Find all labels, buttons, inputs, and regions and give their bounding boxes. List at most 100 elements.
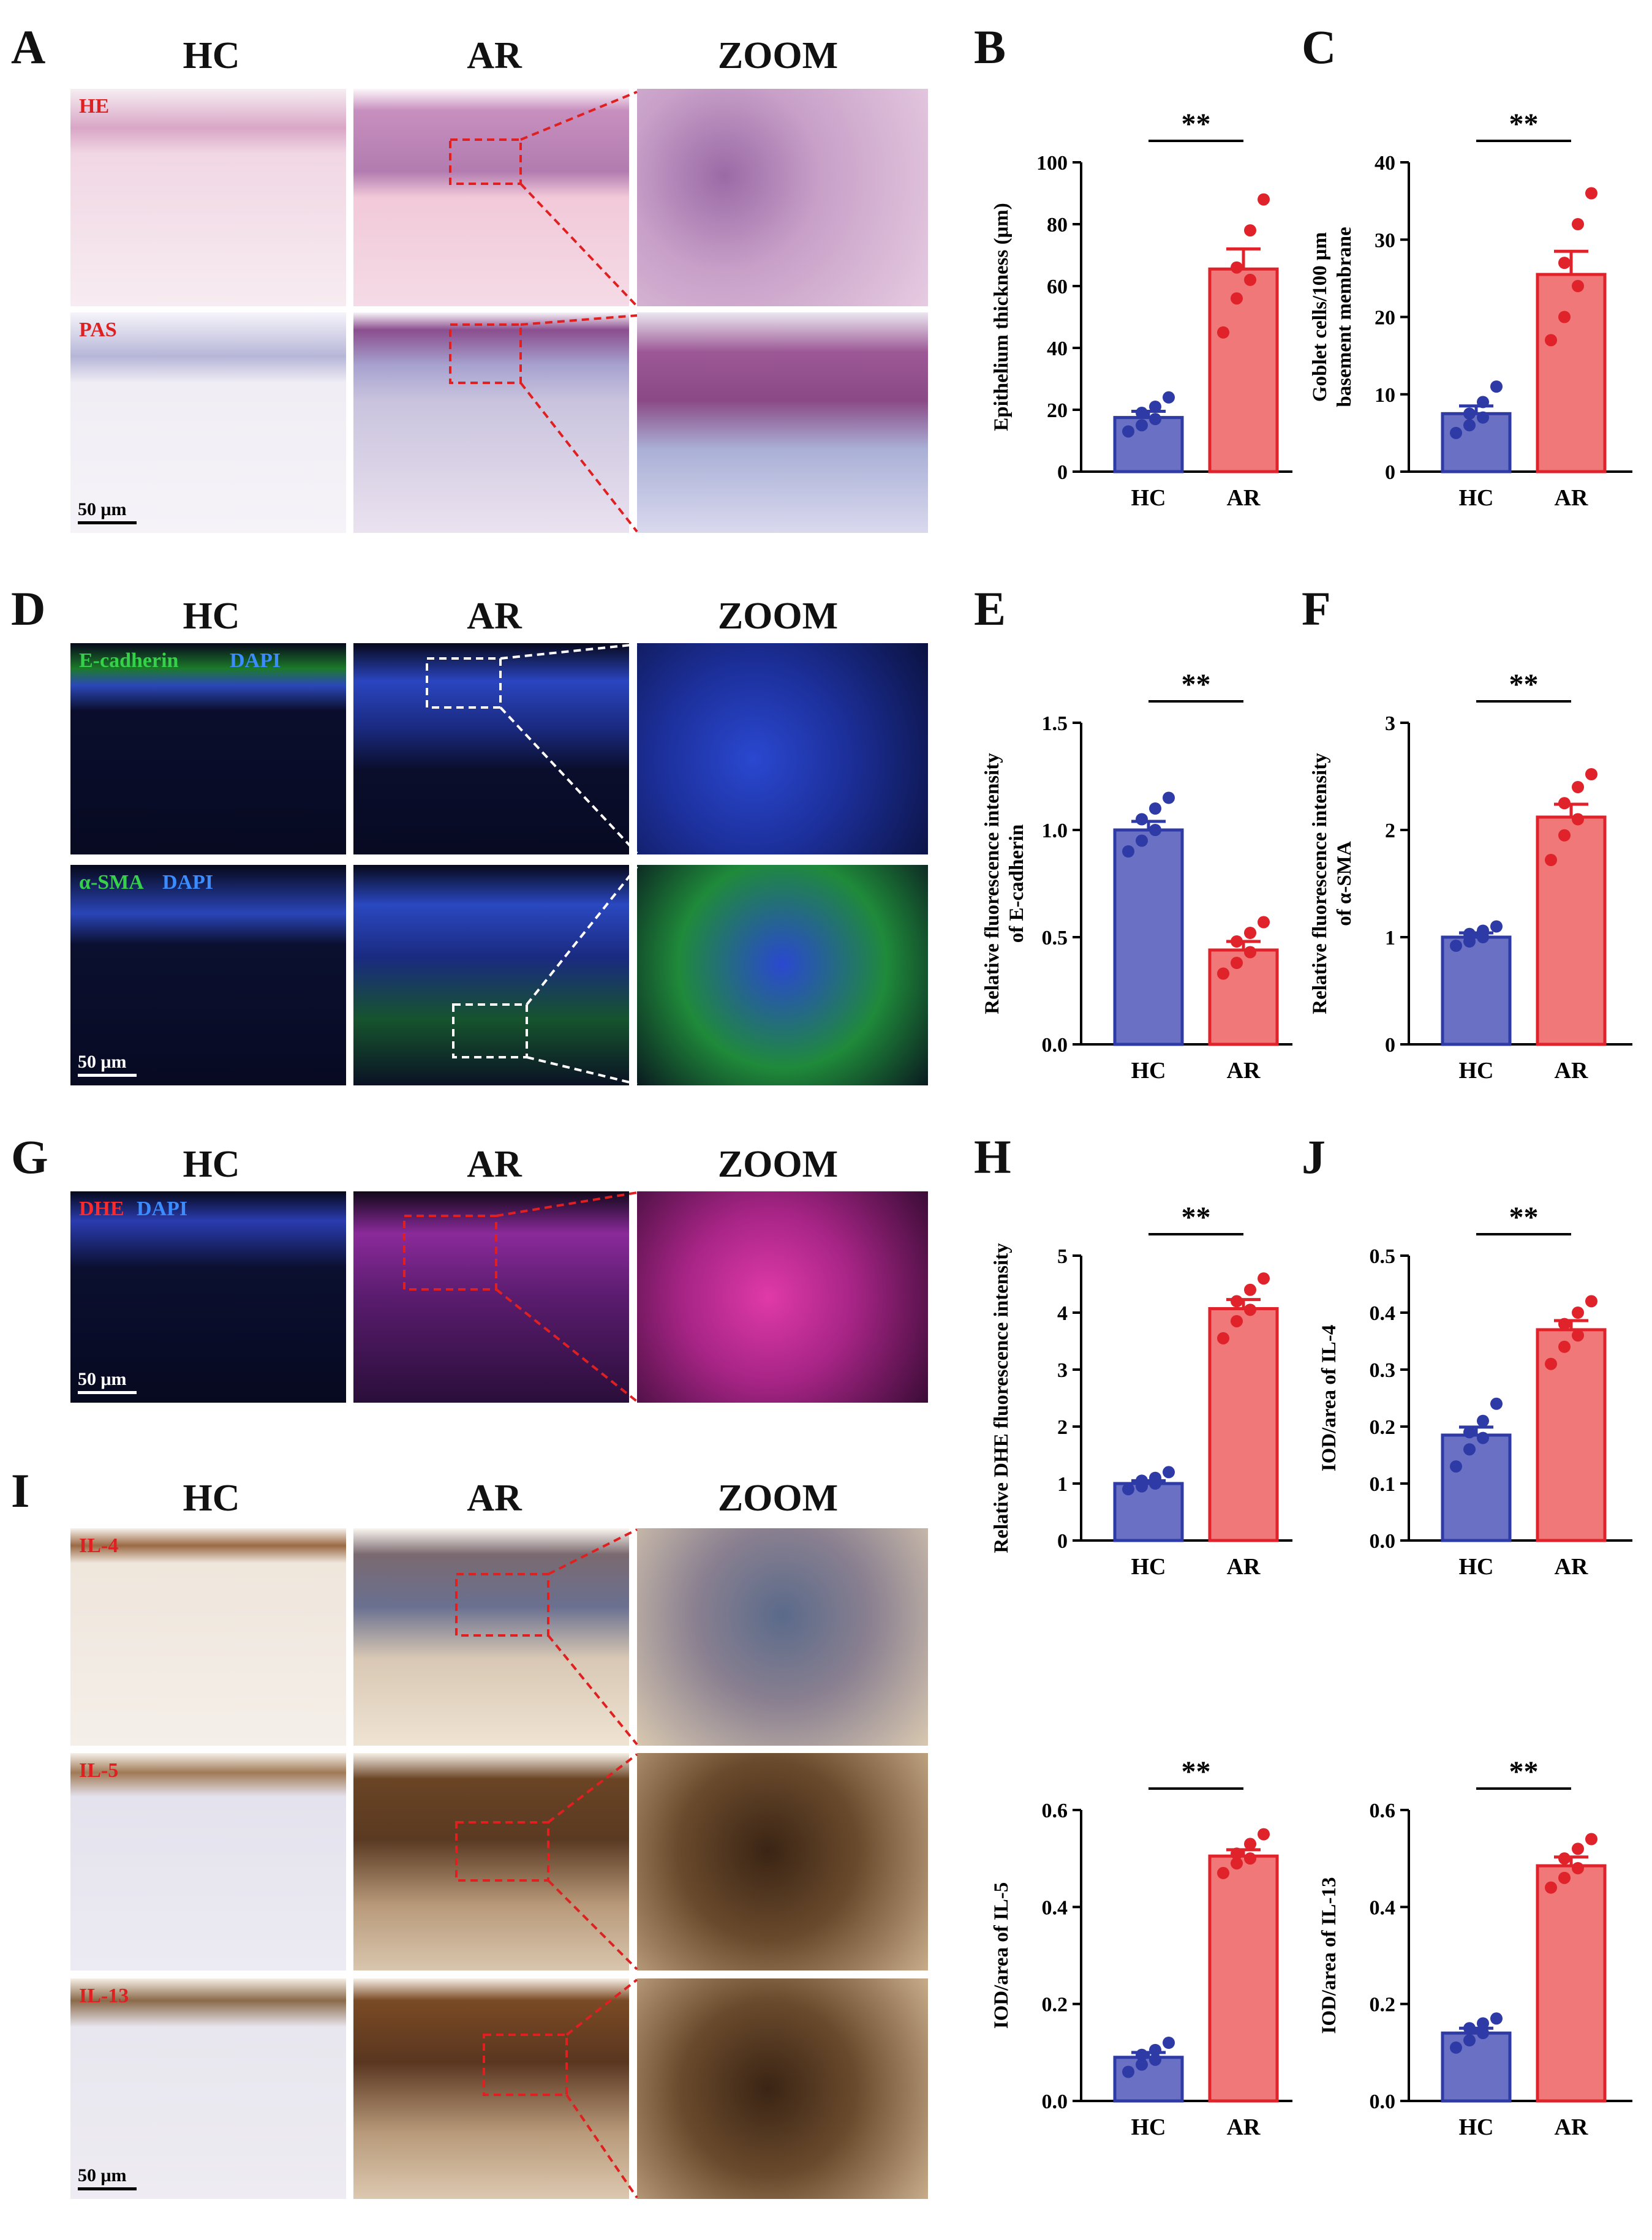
data-point: [1545, 1357, 1557, 1370]
x-tick-label: HC: [1459, 1554, 1494, 1580]
x-tick-label: AR: [1227, 485, 1261, 511]
scale-bar: 50 μm: [78, 1369, 137, 1394]
data-point: [1231, 1857, 1243, 1870]
x-tick-label: HC: [1131, 1058, 1166, 1084]
y-tick-label: 0.4: [1370, 1896, 1396, 1919]
dhe-hc-micrograph: DHE DAPI 50 μm: [70, 1191, 346, 1403]
data-point: [1490, 920, 1503, 933]
significance-marker: **: [1182, 108, 1211, 140]
data-point: [1572, 1307, 1584, 1319]
y-tick-label: 0.0: [1042, 2091, 1068, 2113]
y-tick-label: 0: [1385, 461, 1395, 484]
data-point: [1136, 1474, 1148, 1487]
ecad-ar-micrograph: [353, 643, 629, 854]
il5-label: IL-5: [79, 1759, 119, 1782]
asma-hc-micrograph: α-SMA DAPI 50 μm: [70, 865, 346, 1085]
data-point: [1163, 1466, 1175, 1479]
data-point: [1572, 218, 1584, 230]
data-point: [1163, 2037, 1175, 2049]
data-point: [1163, 391, 1175, 404]
data-point: [1244, 1838, 1256, 1850]
data-point: [1149, 400, 1161, 413]
data-point: [1149, 802, 1161, 815]
data-point: [1244, 1303, 1256, 1316]
data-point: [1585, 1295, 1597, 1308]
panel-label-g: G: [11, 1130, 48, 1183]
panel-label-i: I: [11, 1464, 30, 1517]
x-tick-label: HC: [1131, 2114, 1166, 2140]
bar-ar: [1208, 1854, 1279, 2103]
panel-label-a: A: [11, 20, 46, 74]
y-axis-label: Relative fluorescence intensity: [981, 753, 1003, 1014]
y-tick-label: 0.2: [1042, 1994, 1068, 2016]
y-axis-label: IOD/area of IL-4: [1318, 1325, 1340, 1472]
col-header-zoom: ZOOM: [717, 1144, 839, 1185]
data-point: [1258, 193, 1270, 206]
data-point: [1558, 311, 1571, 323]
data-point: [1545, 334, 1557, 347]
data-point: [1244, 273, 1256, 286]
y-tick-label: 4: [1057, 1302, 1068, 1325]
panel-label-c: C: [1302, 20, 1337, 74]
data-point: [1450, 2041, 1462, 2054]
col-header-zoom: ZOOM: [717, 595, 839, 637]
significance-marker: **: [1182, 1201, 1211, 1234]
significance-marker: **: [1509, 668, 1539, 701]
data-point: [1136, 813, 1148, 826]
data-point: [1463, 407, 1476, 420]
data-point: [1136, 834, 1148, 847]
data-point: [1477, 411, 1489, 424]
col-header-zoom: ZOOM: [717, 1477, 839, 1519]
y-tick-label: 30: [1375, 229, 1395, 252]
bar-hc: [1441, 2031, 1512, 2103]
data-point: [1258, 1828, 1270, 1841]
dhe-label: DHE: [79, 1197, 124, 1220]
dapi-label: DAPI: [137, 1197, 188, 1220]
he-hc-micrograph: HE: [70, 89, 346, 306]
data-point: [1558, 1852, 1571, 1865]
data-point: [1558, 1318, 1571, 1330]
col-header-hc: HC: [183, 595, 240, 637]
data-point: [1122, 1483, 1134, 1496]
y-tick-label: 0.3: [1370, 1359, 1396, 1382]
y-tick-label: 10: [1375, 384, 1395, 407]
asma-label: α-SMA: [79, 871, 144, 894]
bar-ar: [1536, 815, 1607, 1046]
significance-marker: **: [1509, 108, 1539, 140]
bar-hc: [1441, 1433, 1512, 1542]
x-tick-label: AR: [1227, 2114, 1261, 2140]
y-tick-label: 0.4: [1370, 1302, 1396, 1325]
y-tick-label: 0: [1057, 461, 1068, 484]
x-tick-label: HC: [1131, 485, 1166, 511]
col-header-hc: HC: [183, 1477, 240, 1519]
y-tick-label: 1.5: [1042, 712, 1068, 735]
chart-epithelium-thickness: 0 20 40 60 80 100 HC AR ** Epithelium thickness (…: [990, 108, 1292, 511]
dapi-label: DAPI: [230, 649, 281, 672]
data-point: [1244, 946, 1256, 959]
data-point: [1231, 957, 1243, 969]
y-tick-label: 2: [1057, 1416, 1068, 1439]
data-point: [1477, 2017, 1489, 2030]
il13-zoom-micrograph: [637, 1978, 928, 2199]
data-point: [1463, 927, 1476, 940]
chart-asma-intensity: 0 1 2 3 HC AR ** Relative fluorescence intensit…: [1309, 668, 1632, 1084]
he-label: HE: [79, 95, 110, 118]
y-axis-label: of E-cadherin: [1006, 824, 1028, 943]
bar-hc: [1113, 828, 1184, 1046]
col-header-hc: HC: [183, 1144, 240, 1185]
data-point: [1244, 1283, 1256, 1296]
data-point: [1231, 292, 1243, 305]
scale-bar: 50 μm: [78, 2165, 137, 2190]
data-point: [1477, 924, 1489, 937]
y-tick-label: 80: [1047, 214, 1068, 236]
ecad-hc-micrograph: E-cadherin DAPI: [70, 643, 346, 854]
chart-il5-iod: 0.0 0.2 0.4 0.6 HC AR ** IOD/area of IL-5: [990, 1755, 1292, 2140]
data-point: [1217, 967, 1229, 980]
bar-ar: [1536, 1864, 1607, 2103]
x-tick-label: AR: [1555, 1058, 1588, 1084]
y-axis-label: Relative DHE fluorescence intensity: [990, 1243, 1013, 1553]
col-header-hc: HC: [183, 35, 240, 77]
il13-hc-micrograph: IL-13 50 μm: [70, 1978, 346, 2199]
col-header-ar: AR: [467, 1144, 522, 1185]
panel-label-d: D: [11, 582, 46, 635]
